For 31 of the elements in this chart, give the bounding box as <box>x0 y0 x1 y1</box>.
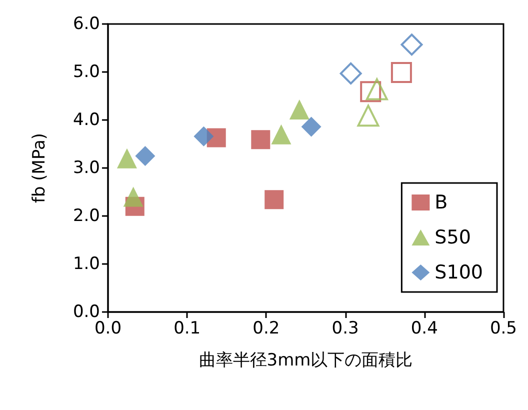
point <box>135 146 156 166</box>
y-tick-label: 5.0 <box>72 62 100 82</box>
point <box>360 81 382 102</box>
point <box>271 124 292 144</box>
point <box>123 186 144 207</box>
x-tick-label: 0.1 <box>174 318 201 338</box>
y-tick-label: 4.0 <box>72 110 100 130</box>
y-tick-label: 3.0 <box>72 158 100 178</box>
point <box>289 99 310 120</box>
point <box>264 190 284 210</box>
legend-label: B <box>434 192 448 214</box>
x-tick-label: 0.4 <box>410 318 438 338</box>
point <box>357 104 380 127</box>
y-axis-title: fb (MPa) <box>30 132 50 204</box>
point <box>301 116 322 137</box>
legend-label: S100 <box>434 262 483 284</box>
x-tick-label: 0.2 <box>252 318 280 338</box>
point <box>390 62 412 83</box>
point <box>340 62 362 84</box>
point <box>251 130 270 150</box>
x-tick-label: 0.3 <box>332 318 359 338</box>
y-tick-label: 2.0 <box>72 206 100 226</box>
point <box>400 34 423 56</box>
legend-label: S50 <box>434 226 471 248</box>
x-tick-label: 0.5 <box>490 318 518 338</box>
point <box>116 148 137 168</box>
point <box>366 78 388 100</box>
x-axis-title: 曲率半径3mm以下の面積比 <box>198 350 413 370</box>
point <box>194 126 214 146</box>
y-tick-label: 1.0 <box>72 254 100 274</box>
y-tick-label: 6.0 <box>72 14 100 34</box>
